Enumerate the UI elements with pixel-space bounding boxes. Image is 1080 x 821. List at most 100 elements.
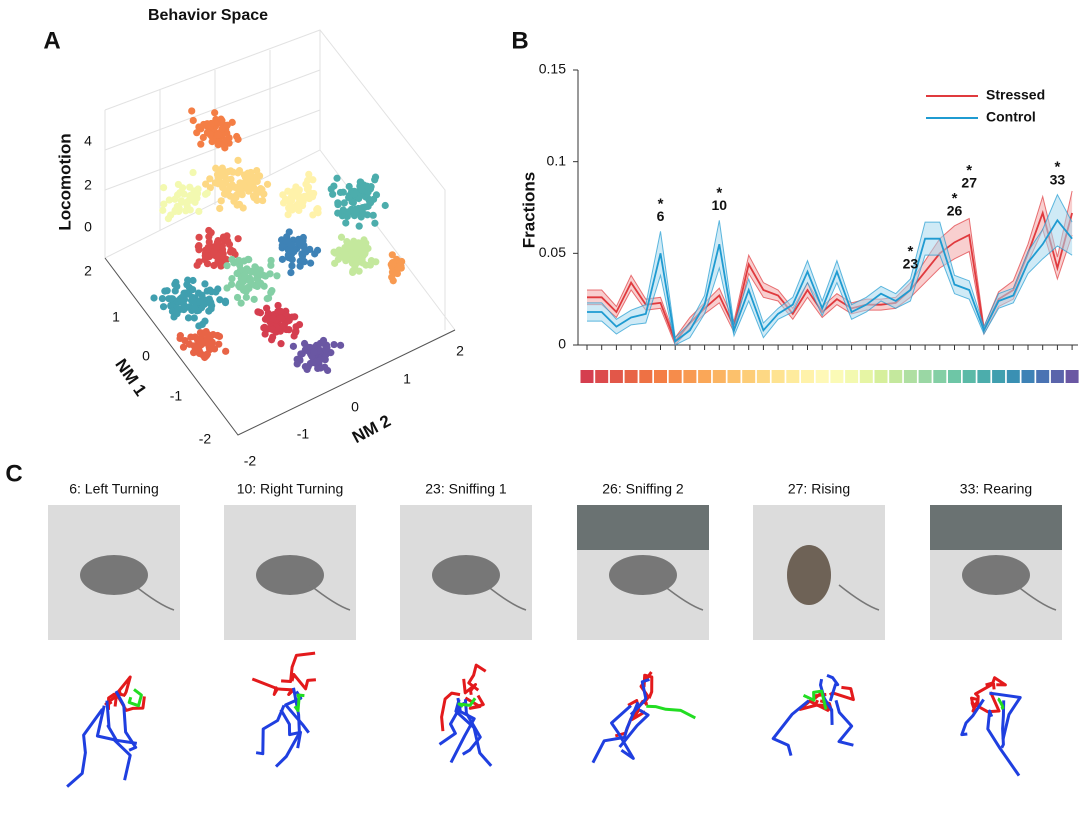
cloud-dot xyxy=(263,180,272,188)
legend-label: Stressed xyxy=(986,87,1045,103)
cloud-dot xyxy=(389,277,397,285)
annotation-label: 27 xyxy=(961,175,977,191)
category-swatch xyxy=(830,370,844,383)
category-swatch xyxy=(874,370,888,383)
photo-wall xyxy=(930,505,1062,550)
skeleton-limb xyxy=(826,674,840,702)
cloud-dot xyxy=(285,228,293,236)
skeleton-limb xyxy=(467,663,487,692)
cloud-dot xyxy=(206,286,214,294)
cloud-dot xyxy=(234,135,242,143)
category-swatch xyxy=(845,370,859,383)
skeleton xyxy=(251,651,317,768)
skeleton-limb xyxy=(985,676,1007,687)
cloud-dot xyxy=(388,268,397,276)
cloud-dot xyxy=(337,233,346,241)
cloud-dot xyxy=(285,254,293,262)
cloud-dot xyxy=(267,256,275,265)
cloud-dot xyxy=(351,240,360,248)
cloud-dot xyxy=(327,349,335,357)
skeleton-limb xyxy=(1000,700,1006,749)
photo xyxy=(577,505,709,640)
y-tick-label: 1 xyxy=(403,371,411,387)
cloud-dot xyxy=(160,200,168,208)
annotation-label: 23 xyxy=(903,256,919,272)
cloud-dot xyxy=(282,237,290,245)
skeleton-limb xyxy=(970,691,1001,714)
skeleton-limb xyxy=(834,699,854,747)
cloud-dot xyxy=(300,339,309,348)
cloud-dot xyxy=(343,238,351,246)
cloud-dot xyxy=(348,249,356,258)
skeleton-limb xyxy=(591,701,640,764)
cloud-dot xyxy=(336,341,345,349)
cloud-dot xyxy=(319,336,328,345)
cloud-dot xyxy=(278,322,286,330)
cloud-dot xyxy=(177,197,186,205)
annotation-mark: * xyxy=(716,184,722,201)
3d-axes xyxy=(104,29,456,436)
cloud-dot xyxy=(199,133,207,142)
photo xyxy=(224,505,356,640)
category-swatch xyxy=(727,370,741,383)
skeleton-limb xyxy=(461,699,482,756)
skeleton-limb xyxy=(274,687,301,768)
cloud-dot xyxy=(223,262,231,270)
cloud-dot xyxy=(306,245,314,254)
cloud-dot xyxy=(189,168,197,177)
cloud-dot xyxy=(250,295,258,303)
panel-label: B xyxy=(511,27,528,54)
cloud-dot xyxy=(213,252,222,260)
cloud-dot xyxy=(186,206,194,214)
x-tick-label: 0 xyxy=(142,348,150,364)
cloud-dot xyxy=(197,125,205,133)
category-swatch xyxy=(624,370,638,383)
cloud-dot xyxy=(229,168,237,176)
cloud-dot xyxy=(205,238,213,246)
cloud-dot xyxy=(263,295,271,303)
x-tick-label: -1 xyxy=(170,388,183,404)
cloud-dot xyxy=(251,263,259,271)
cloud-dot xyxy=(227,175,235,183)
cloud-dot xyxy=(350,190,358,198)
z-tick-label: 2 xyxy=(84,177,92,193)
cloud-dot xyxy=(369,211,377,219)
annotation-mark: * xyxy=(907,243,913,260)
cloud-dot xyxy=(234,235,242,243)
x-tick-label: 2 xyxy=(84,263,92,279)
cloud-dot xyxy=(248,184,257,192)
axis-label: Locomotion xyxy=(55,133,74,230)
cloud-dot xyxy=(221,297,230,305)
skeleton-limb xyxy=(610,704,635,760)
category-swatch xyxy=(1036,370,1050,383)
cloud-dot xyxy=(273,272,281,280)
y-tick-label: 0.1 xyxy=(547,152,567,168)
mouse-tail xyxy=(309,584,351,611)
cloud-dot xyxy=(293,360,301,368)
cloud-dot xyxy=(176,334,184,343)
cloud-dot xyxy=(228,255,236,264)
cloud-dot xyxy=(174,180,182,189)
mouse xyxy=(80,555,148,595)
cloud-dot xyxy=(304,183,313,191)
cloud-dot xyxy=(160,183,168,192)
annotation-mark: * xyxy=(966,162,972,179)
error-edge xyxy=(587,245,1073,346)
cloud-dot xyxy=(191,198,199,206)
cloud-dot xyxy=(333,174,341,182)
cloud-dot xyxy=(345,182,353,191)
annotation-label: 26 xyxy=(947,203,963,219)
cloud-dot xyxy=(253,189,261,198)
cloud-dot xyxy=(258,185,266,194)
cloud-dot xyxy=(218,164,226,172)
cloud-dot xyxy=(305,170,313,178)
cloud-dot xyxy=(196,297,204,305)
cloud-dot xyxy=(224,237,232,245)
cloud-dot xyxy=(180,190,188,198)
cloud-dot xyxy=(200,329,208,337)
cloud-dot xyxy=(315,357,323,365)
cloud-dot xyxy=(171,287,179,295)
category-swatch xyxy=(654,370,667,383)
skeleton-limb xyxy=(114,690,138,752)
cloud-dot xyxy=(212,242,220,250)
